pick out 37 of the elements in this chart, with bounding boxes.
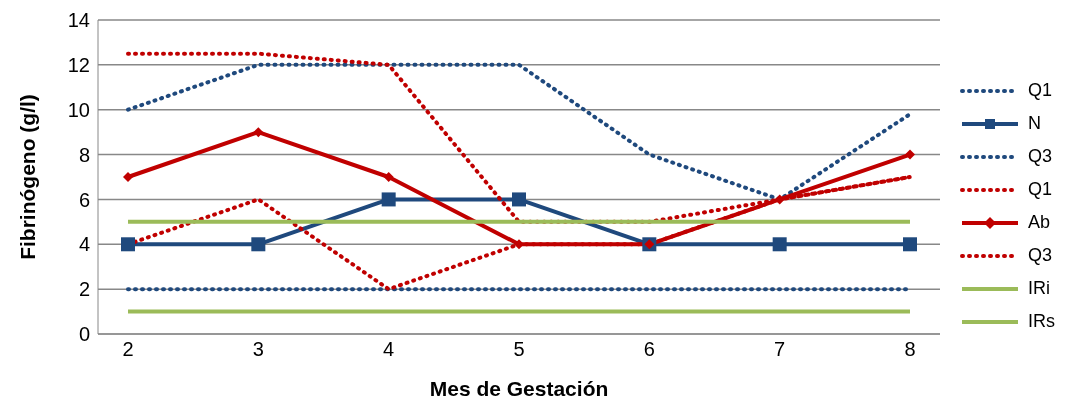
point bbox=[512, 192, 526, 207]
x-axis-title: Mes de Gestación bbox=[429, 377, 609, 400]
point bbox=[381, 192, 396, 207]
point bbox=[903, 237, 917, 252]
y-tick-label: 14 bbox=[67, 9, 90, 32]
y-tick-label: 4 bbox=[78, 233, 90, 256]
point bbox=[774, 194, 785, 205]
y-tick-label: 0 bbox=[78, 323, 90, 346]
x-tick-label: 2 bbox=[122, 338, 134, 361]
x-tick-label: 3 bbox=[252, 338, 264, 361]
legend-label: Q1 bbox=[1028, 179, 1053, 200]
y-tick-label: 10 bbox=[67, 98, 90, 121]
legend-label: N bbox=[1028, 113, 1041, 134]
y-tick-label: 6 bbox=[78, 188, 90, 211]
x-tick-label: 7 bbox=[774, 338, 786, 361]
point bbox=[121, 237, 135, 252]
legend-label: Ab bbox=[1028, 212, 1051, 233]
x-tick-label: 8 bbox=[904, 338, 916, 361]
legend-label: Q3 bbox=[1028, 245, 1053, 266]
y-tick-label: 8 bbox=[78, 143, 90, 166]
point bbox=[383, 172, 394, 182]
legend-label: Q1 bbox=[1028, 80, 1053, 101]
x-tick-label: 6 bbox=[643, 338, 655, 361]
x-tick-label: 5 bbox=[513, 338, 525, 361]
x-tick-label: 4 bbox=[383, 338, 395, 361]
point bbox=[772, 237, 787, 252]
legend-label: IRi bbox=[1028, 278, 1050, 299]
point bbox=[123, 172, 133, 182]
y-tick-label: 12 bbox=[67, 53, 90, 76]
legend-label: Q3 bbox=[1028, 146, 1053, 167]
point bbox=[514, 239, 524, 250]
point bbox=[253, 127, 264, 138]
point bbox=[251, 237, 266, 252]
y-tick-label: 2 bbox=[78, 278, 90, 301]
legend-label: IRs bbox=[1028, 311, 1055, 332]
y-axis-title: Fibrinógeno (g/l) bbox=[16, 94, 40, 260]
point bbox=[905, 149, 915, 160]
